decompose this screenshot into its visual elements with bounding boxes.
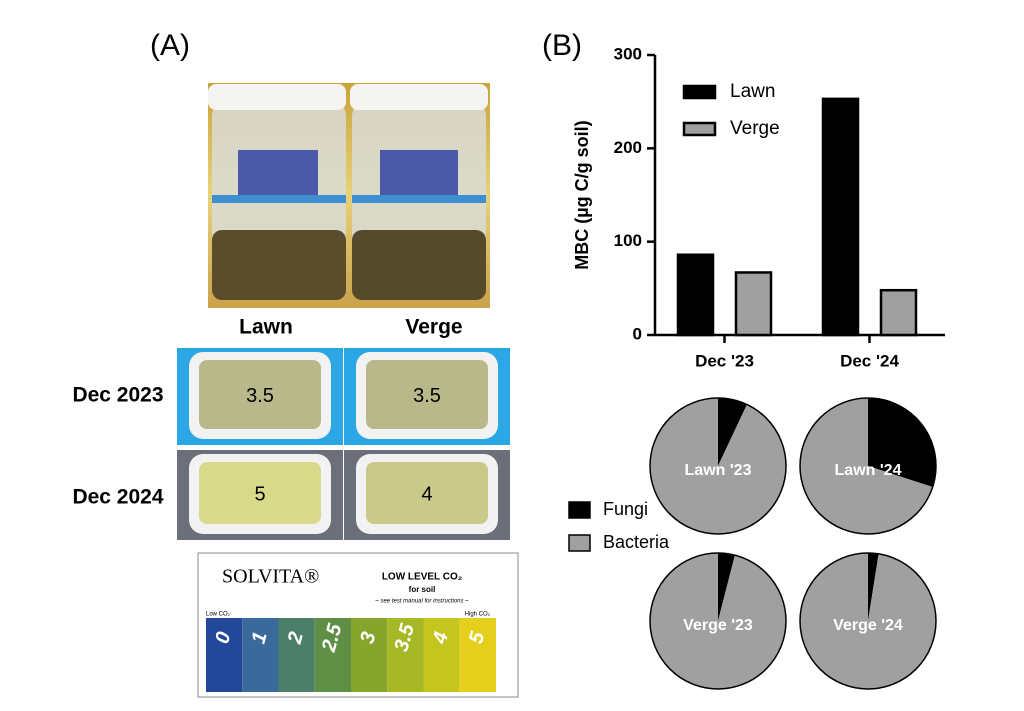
trays: Dec 2023 3.5 3.5 Dec 2024 5 4 <box>72 348 510 540</box>
y-tick-label: 0 <box>633 324 642 343</box>
x-tick-label: Dec '23 <box>695 351 754 370</box>
brand: SOLVITA® <box>222 566 319 588</box>
legend-label: Bacteria <box>603 532 670 552</box>
pie-outline <box>649 397 787 535</box>
pie-charts: Lawn '23 Lawn '24 Verge '23 Verge '24 Fungi B… <box>568 397 937 690</box>
legend-label: Verge <box>730 118 780 139</box>
y-tick-label: 100 <box>614 231 642 250</box>
scale-label: 4 <box>429 630 453 647</box>
pie-slice <box>649 398 786 534</box>
pie-title: Verge '23 <box>683 617 753 634</box>
scale-swatch <box>387 618 424 692</box>
bar <box>676 253 715 337</box>
gel <box>366 360 488 429</box>
bar-chart: 0 100 200 300 MBC (µg C/g soil) Dec '23 Dec '2… <box>572 44 945 370</box>
pie-outline <box>799 552 937 690</box>
pie-slice <box>868 398 936 488</box>
pie-slice <box>868 553 879 621</box>
y-tick-label: 200 <box>614 138 642 157</box>
gel <box>199 360 321 429</box>
reading: 3.5 <box>246 385 274 407</box>
scale-swatch <box>423 618 460 692</box>
legend-swatch <box>682 121 717 137</box>
pie-slice <box>800 553 936 689</box>
legend-swatch <box>682 84 717 100</box>
pie-title: Lawn '24 <box>835 462 902 479</box>
gel <box>199 462 321 524</box>
solvita-card: SOLVITA® LOW LEVEL CO₂ for soil – see test … <box>197 552 519 698</box>
row-label: Dec 2024 <box>72 486 163 509</box>
pie-slice <box>800 398 933 534</box>
pie-slice <box>718 398 747 466</box>
scale-label: 0 <box>211 630 235 646</box>
legend-label: Fungi <box>603 499 648 519</box>
pie-outline <box>799 397 937 535</box>
scale-swatch <box>459 618 496 692</box>
scale-swatch <box>314 618 351 692</box>
bar <box>879 288 918 337</box>
scale-label: 1 <box>248 630 272 646</box>
card-subtitle: for soil <box>409 585 436 594</box>
legend-swatch <box>568 501 591 519</box>
x-tick-label: Dec '24 <box>840 351 899 370</box>
bar <box>734 271 773 337</box>
pie-title: Lawn '23 <box>685 462 752 479</box>
column-header: Lawn <box>239 316 293 339</box>
scale-label: 3 <box>356 630 380 646</box>
low-label: Low CO₂ <box>206 612 231 618</box>
pie-title: Verge '24 <box>833 617 903 634</box>
card-note: – see test manual for instructions – <box>374 599 469 605</box>
panel-label: (A) <box>150 29 190 62</box>
reading: 5 <box>254 483 265 505</box>
pie-outline <box>649 552 787 690</box>
scale-swatch <box>278 618 315 692</box>
card-title: LOW LEVEL CO₂ <box>382 572 462 583</box>
gel <box>366 462 488 524</box>
bar <box>821 97 860 337</box>
row-label: Dec 2023 <box>72 384 163 407</box>
reading: 4 <box>421 483 432 505</box>
reading: 3.5 <box>413 385 441 407</box>
scale-swatch <box>242 618 279 692</box>
scale-swatch <box>351 618 388 692</box>
high-label: High CO₂ <box>465 612 491 618</box>
y-tick-label: 300 <box>614 44 642 63</box>
column-header: Verge <box>405 316 462 339</box>
pie-slice <box>649 553 787 689</box>
pie-slice <box>718 553 735 621</box>
scale-swatch <box>206 618 243 692</box>
jar-photo <box>208 83 490 308</box>
scale-label: 2 <box>284 630 308 647</box>
legend-swatch <box>568 534 591 552</box>
y-axis-label: MBC (µg C/g soil) <box>572 120 592 269</box>
legend-label: Lawn <box>730 81 775 102</box>
panel-label: (B) <box>542 29 582 62</box>
